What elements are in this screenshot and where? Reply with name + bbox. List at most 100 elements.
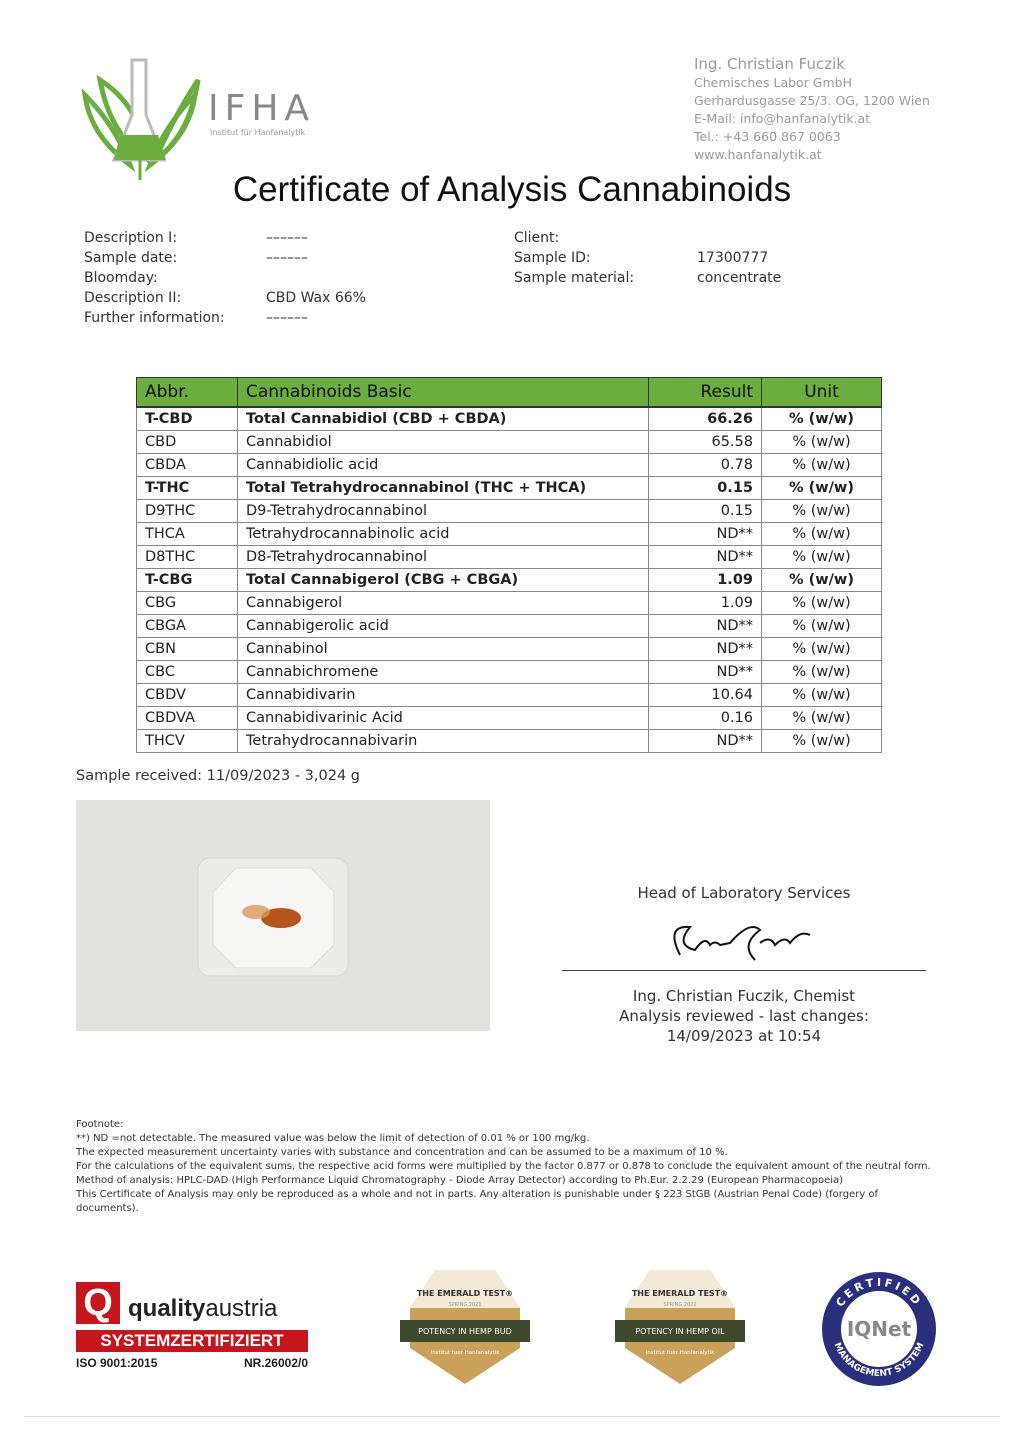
- footer-divider: [24, 1416, 1000, 1417]
- review-label: Analysis reviewed - last changes:: [619, 1007, 869, 1025]
- sample-info-right: Client: Sample ID: 17300777 Sample material…: [514, 228, 781, 288]
- cell-unit: % (w/w): [761, 706, 882, 730]
- cell-name: Cannabigerolic acid: [237, 614, 649, 638]
- cell-unit: % (w/w): [761, 591, 882, 615]
- cell-result: ND**: [648, 729, 762, 753]
- cell-unit: % (w/w): [761, 729, 882, 753]
- table-row: CBDVA Cannabidivarinic Acid 0.16% (w/w): [136, 706, 882, 730]
- info-label: Sample ID:: [514, 250, 591, 266]
- cell-abbr: CBDVA: [136, 706, 238, 730]
- info-row: Sample ID: 17300777: [514, 248, 781, 268]
- lab-company: Chemisches Labor GmbH: [694, 75, 852, 90]
- badge-season: SPRING 2021: [663, 1302, 696, 1308]
- col-abbr: Abbr.: [136, 377, 238, 408]
- emerald-badge-oil: THE EMERALD TEST® SPRING 2021 POTENCY IN…: [615, 1268, 745, 1386]
- cell-abbr: CBDA: [136, 453, 238, 477]
- cell-abbr: CBG: [136, 591, 238, 615]
- cannabinoids-table: Abbr. Cannabinoids Basic Result Unit T-C…: [136, 377, 882, 753]
- info-row: Description II: CBD Wax 66%: [84, 288, 366, 308]
- cell-abbr: CBC: [136, 660, 238, 684]
- cell-unit: % (w/w): [761, 522, 882, 546]
- table-row: T-CBG Total Cannabigerol (CBG + CBGA) 1.09…: [136, 568, 882, 592]
- cell-abbr: T-CBG: [136, 568, 238, 592]
- cell-name: Cannabidiolic acid: [237, 453, 649, 477]
- cell-name: D9-Tetrahydrocannabinol: [237, 499, 649, 523]
- table-row: T-CBD Total Cannabidiol (CBD + CBDA) 66.26…: [136, 406, 882, 431]
- col-result: Result: [648, 377, 762, 408]
- table-row: CBC Cannabichromene ND**% (w/w): [136, 660, 882, 684]
- info-row: Bloomday:: [84, 268, 366, 288]
- qa-brand: austria: [205, 1295, 278, 1322]
- col-unit: Unit: [761, 377, 882, 408]
- ifha-logo: IFHA Institut für Hanfanalytik: [81, 58, 309, 180]
- table-row: CBN Cannabinol ND**% (w/w): [136, 637, 882, 661]
- cell-result: 10.64: [648, 683, 762, 707]
- table-row: D9THC D9-Tetrahydrocannabinol 0.15% (w/w): [136, 499, 882, 523]
- badge-ribbon: POTENCY IN HEMP BUD: [418, 1327, 512, 1336]
- info-label: Client:: [514, 230, 560, 246]
- badge-org: Institut fuer Hanfanalytik: [431, 1350, 501, 1356]
- cell-name: D8-Tetrahydrocannabinol: [237, 545, 649, 569]
- qa-brand-bold: quality: [128, 1295, 206, 1322]
- cell-abbr: D9THC: [136, 499, 238, 523]
- lab-email: E-Mail: info@hanfanalytik.at: [694, 111, 871, 126]
- footnote-line: **) ND =not detectable. The measured val…: [76, 1133, 590, 1144]
- cell-abbr: D8THC: [136, 545, 238, 569]
- info-value: 17300777: [697, 250, 769, 266]
- info-row: Description I: ––––––: [84, 228, 366, 248]
- cell-result: ND**: [648, 522, 762, 546]
- cell-unit: % (w/w): [761, 430, 882, 454]
- cell-abbr: T-CBD: [136, 406, 238, 431]
- badge-ribbon: POTENCY IN HEMP OIL: [635, 1327, 725, 1336]
- badge-org: Institut fuer Hanfanalytik: [646, 1350, 716, 1356]
- cell-result: 1.09: [648, 568, 762, 592]
- badge-title: THE EMERALD TEST®: [632, 1289, 728, 1298]
- sample-info-left: Description I: –––––– Sample date: –––––– Bl…: [84, 228, 366, 328]
- iqnet-center-text: IQNet: [847, 1317, 912, 1341]
- cell-result: 0.15: [648, 476, 762, 500]
- table-row: D8THC D8-Tetrahydrocannabinol ND**% (w/w): [136, 545, 882, 569]
- info-row: Sample material: concentrate: [514, 268, 781, 288]
- footnote-line: This Certificate of Analysis may only be…: [76, 1189, 879, 1214]
- info-value: ––––––: [266, 250, 308, 266]
- lab-address: Ing. Christian Fuczik Chemisches Labor G…: [694, 54, 930, 164]
- emerald-badge-bud: THE EMERALD TEST® SPRING 2021 POTENCY IN…: [400, 1268, 530, 1386]
- cell-name: Cannabigerol: [237, 591, 649, 615]
- info-label: Sample date:: [84, 250, 178, 266]
- table-row: CBDV Cannabidivarin 10.64% (w/w): [136, 683, 882, 707]
- qa-banner: SYSTEMZERTIFIZIERT: [76, 1330, 308, 1352]
- logo-tagline: Institut für Hanfanalytik: [210, 128, 306, 137]
- table-row: CBDA Cannabidiolic acid 0.78% (w/w): [136, 453, 882, 477]
- cell-name: Total Tetrahydrocannabinol (THC + THCA): [237, 476, 649, 500]
- cell-name: Cannabidivarinic Acid: [237, 706, 649, 730]
- signature-image: [673, 925, 811, 961]
- cell-unit: % (w/w): [761, 614, 882, 638]
- cell-unit: % (w/w): [761, 568, 882, 592]
- lab-phone: Tel.: +43 660 867 0063: [694, 129, 841, 144]
- cell-abbr: THCA: [136, 522, 238, 546]
- signer-block: Ing. Christian Fuczik, Chemist Analysis …: [562, 986, 926, 1046]
- cell-name: Total Cannabigerol (CBG + CBGA): [237, 568, 649, 592]
- badge-title: THE EMERALD TEST®: [417, 1289, 513, 1298]
- cell-result: ND**: [648, 614, 762, 638]
- table-row: T-THC Total Tetrahydrocannabinol (THC + T…: [136, 476, 882, 500]
- cell-unit: % (w/w): [761, 476, 882, 500]
- cell-result: 0.15: [648, 499, 762, 523]
- cell-unit: % (w/w): [761, 637, 882, 661]
- info-label: Description II:: [84, 290, 182, 306]
- info-row: Client:: [514, 228, 781, 248]
- sample-received: Sample received: 11/09/2023 - 3,024 g: [76, 768, 361, 784]
- cell-abbr: T-THC: [136, 476, 238, 500]
- info-value: CBD Wax 66%: [266, 290, 366, 306]
- lab-name: Ing. Christian Fuczik: [694, 55, 845, 73]
- cell-result: 65.58: [648, 430, 762, 454]
- cell-abbr: CBDV: [136, 683, 238, 707]
- table-row: CBG Cannabigerol 1.09% (w/w): [136, 591, 882, 615]
- table-row: THCA Tetrahydrocannabinolic acid ND**% (w/…: [136, 522, 882, 546]
- info-row: Sample date: ––––––: [84, 248, 366, 268]
- cell-abbr: THCV: [136, 729, 238, 753]
- cell-abbr: CBD: [136, 430, 238, 454]
- cell-name: Cannabidivarin: [237, 683, 649, 707]
- cell-name: Cannabidiol: [237, 430, 649, 454]
